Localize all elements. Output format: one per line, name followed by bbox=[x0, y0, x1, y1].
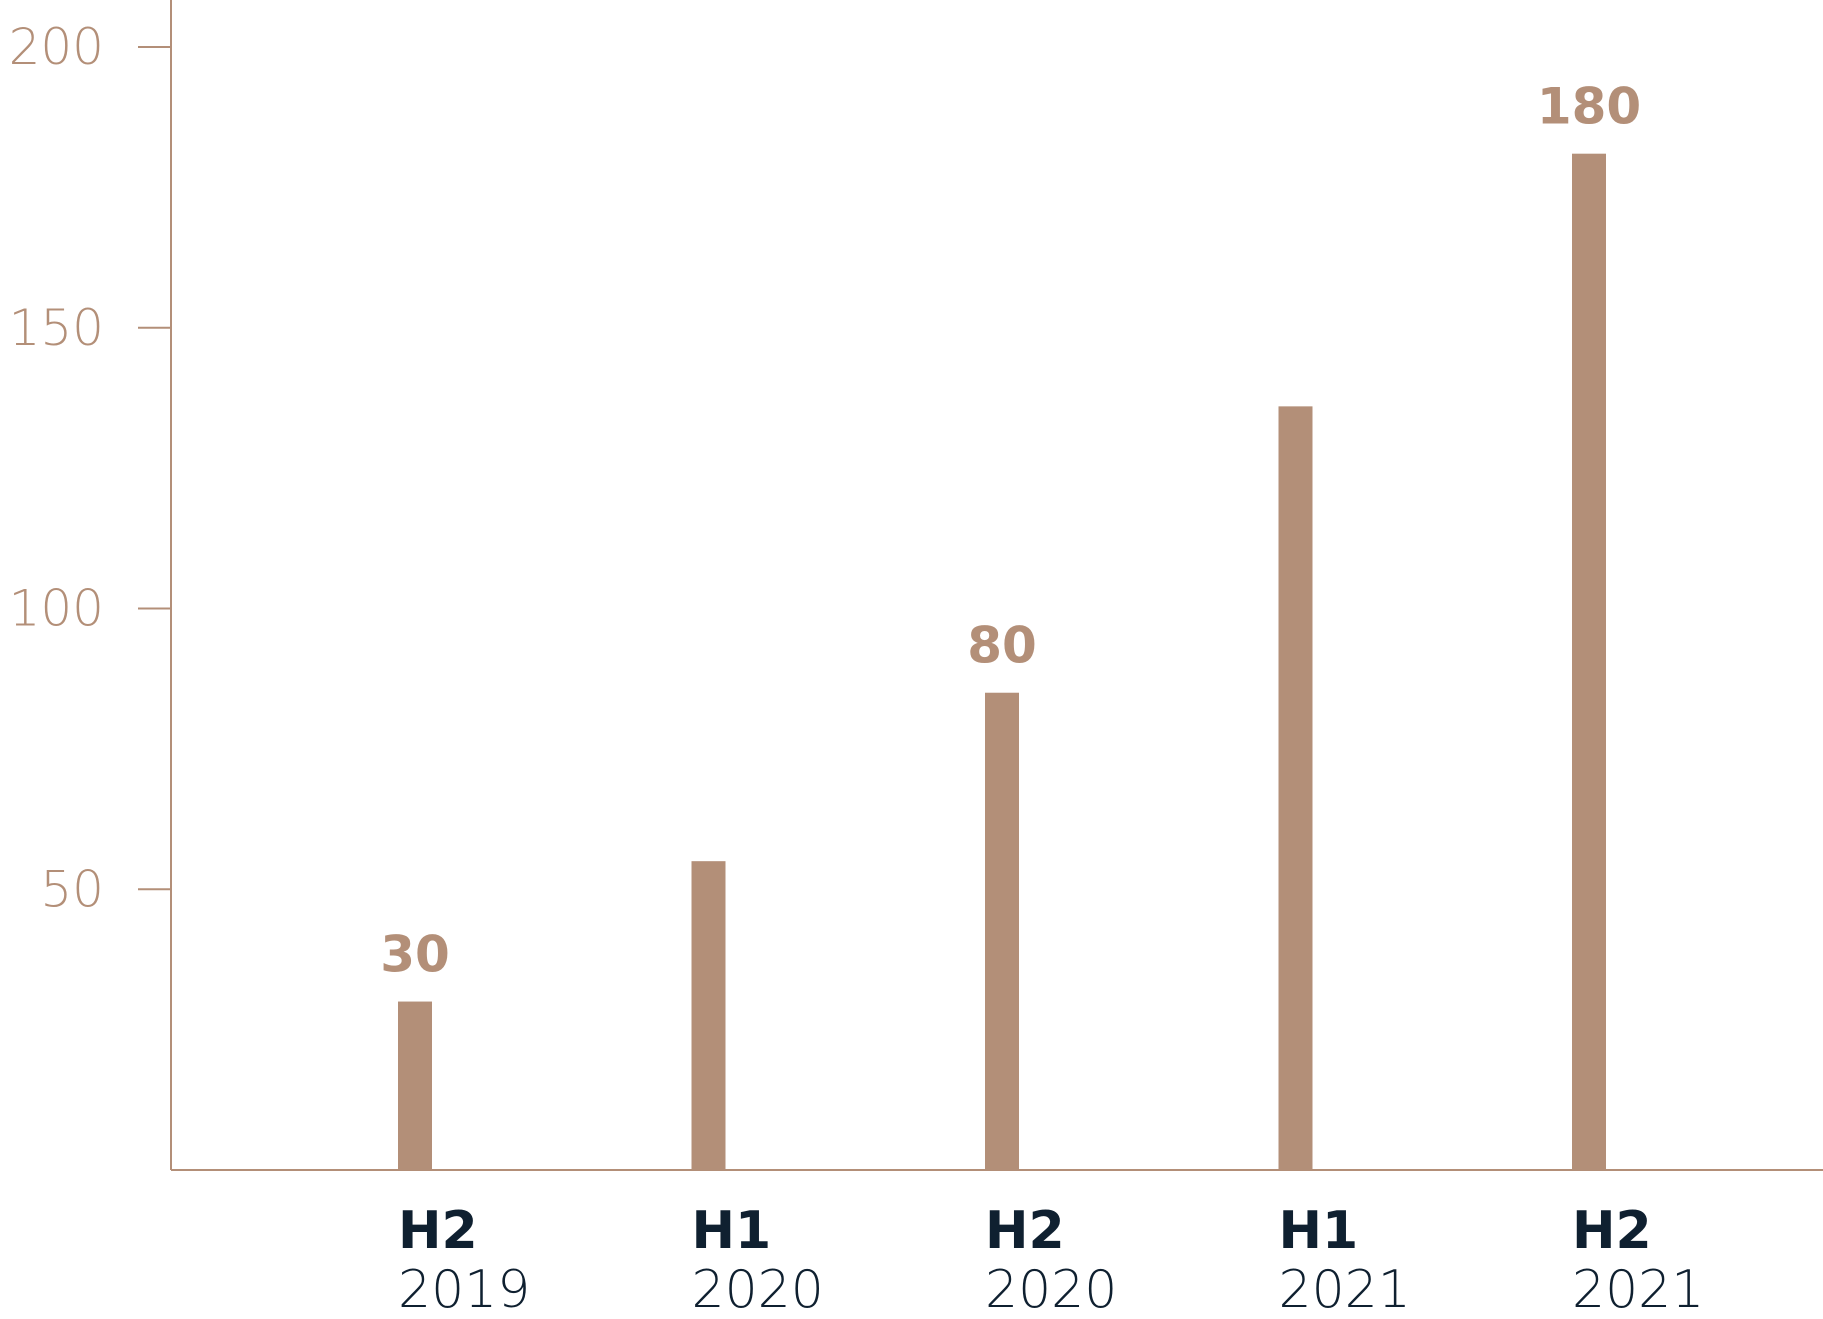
data-label: 80 bbox=[967, 617, 1037, 675]
data-label: 30 bbox=[380, 926, 450, 984]
bars bbox=[398, 153, 1606, 1170]
x-tick-label-half: H1 bbox=[1279, 1201, 1359, 1261]
bar bbox=[691, 861, 726, 1170]
data-label: 180 bbox=[1537, 78, 1641, 136]
x-tick-label-year: 2020 bbox=[692, 1260, 824, 1314]
x-tick-label-year: 2019 bbox=[398, 1260, 530, 1314]
x-tick-label-year: 2020 bbox=[985, 1260, 1117, 1314]
bar bbox=[398, 1001, 432, 1170]
y-tick-label: 150 bbox=[9, 299, 104, 357]
x-tick-label-half: H2 bbox=[985, 1201, 1065, 1261]
x-tick-label-year: 2021 bbox=[1572, 1260, 1704, 1314]
y-tick-label: 50 bbox=[40, 860, 104, 918]
y-tick-label: 100 bbox=[9, 580, 104, 638]
x-tick-label-half: H1 bbox=[692, 1201, 772, 1261]
bar bbox=[1278, 406, 1313, 1170]
bar bbox=[985, 692, 1019, 1170]
bar bbox=[1572, 153, 1606, 1170]
y-tick-label: 200 bbox=[9, 18, 104, 76]
x-tick-label-half: H2 bbox=[1572, 1201, 1652, 1261]
x-tick-label-half: H2 bbox=[398, 1201, 478, 1261]
x-tick-label-year: 2021 bbox=[1279, 1260, 1411, 1314]
axes: 50 100 150 200 bbox=[9, 0, 1823, 1171]
